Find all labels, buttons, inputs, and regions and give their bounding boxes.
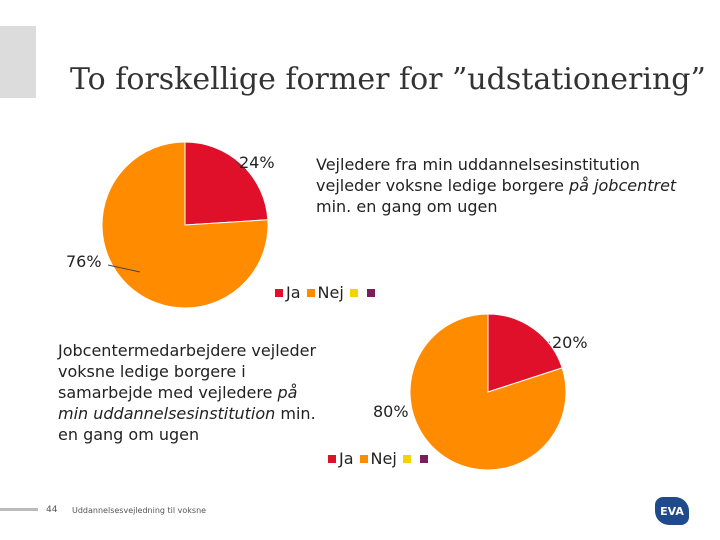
legend-swatch-3 (349, 288, 358, 297)
legend-label-ja: Ja (339, 449, 354, 468)
legend-label-nej: Nej (317, 283, 344, 302)
legend-item-nej: Nej (359, 449, 397, 468)
pie-slice-ja (184, 141, 269, 226)
leader-line-1 (107, 264, 141, 273)
chart2-data-label-nej: 80% (373, 402, 409, 421)
chart1-legend: Ja Nej (275, 283, 384, 302)
legend-item-3 (349, 288, 361, 297)
eva-logo: EVA (655, 497, 689, 525)
legend-swatch-nej (306, 288, 315, 297)
legend-item-4 (419, 454, 431, 463)
leader-line-0 (235, 161, 247, 171)
legend-swatch-4 (419, 454, 428, 463)
footer-rule (0, 508, 38, 511)
chart1-data-label-ja: 24% (239, 153, 275, 172)
pie-slice-ja (487, 313, 563, 393)
chart2-caption-part: Jobcentermedarbejdere vejleder voksne le… (58, 341, 317, 402)
chart2-data-label-ja: 20% (552, 333, 588, 352)
chart1-caption: Vejledere fra min uddannelsesinstitution… (316, 154, 706, 217)
pie-slice-nej (101, 141, 269, 309)
chart2-caption-part: min. en gang om ugen (58, 404, 316, 444)
legend-swatch-4 (366, 288, 375, 297)
decorative-bar (0, 26, 36, 98)
legend-item-ja: Ja (275, 283, 301, 302)
legend-item-nej: Nej (306, 283, 344, 302)
logo-text: EVA (660, 504, 684, 518)
chart1-pie (101, 141, 269, 309)
chart1-caption-part: min. en gang om ugen (316, 197, 498, 216)
legend-swatch-nej (359, 454, 368, 463)
chart2-legend: Ja Nej (328, 449, 437, 468)
page-number: 44 (46, 505, 58, 515)
legend-swatch-ja (328, 454, 336, 463)
legend-label-nej: Nej (370, 449, 397, 468)
footer-text: Uddannelsesvejledning til voksne (72, 506, 207, 515)
chart2-caption-part-italic: på min uddannelsesinstitution (58, 383, 298, 423)
slide-title: To forskellige former for ”udstationerin… (70, 62, 706, 97)
chart1-caption-part: Vejledere fra min uddannelsesinstitution… (316, 155, 640, 195)
legend-item-4 (366, 288, 378, 297)
chart1-caption-part-italic: på jobcentret (569, 176, 677, 195)
legend-label-ja: Ja (286, 283, 301, 302)
legend-item-3 (402, 454, 414, 463)
legend-item-ja: Ja (328, 449, 354, 468)
legend-swatch-ja (275, 288, 283, 297)
chart2-pie (409, 313, 567, 471)
pie-slice-nej (409, 313, 567, 471)
chart2-caption: Jobcentermedarbejdere vejleder voksne le… (58, 340, 328, 445)
chart1-data-label-nej: 76% (66, 252, 102, 271)
legend-swatch-3 (402, 454, 411, 463)
